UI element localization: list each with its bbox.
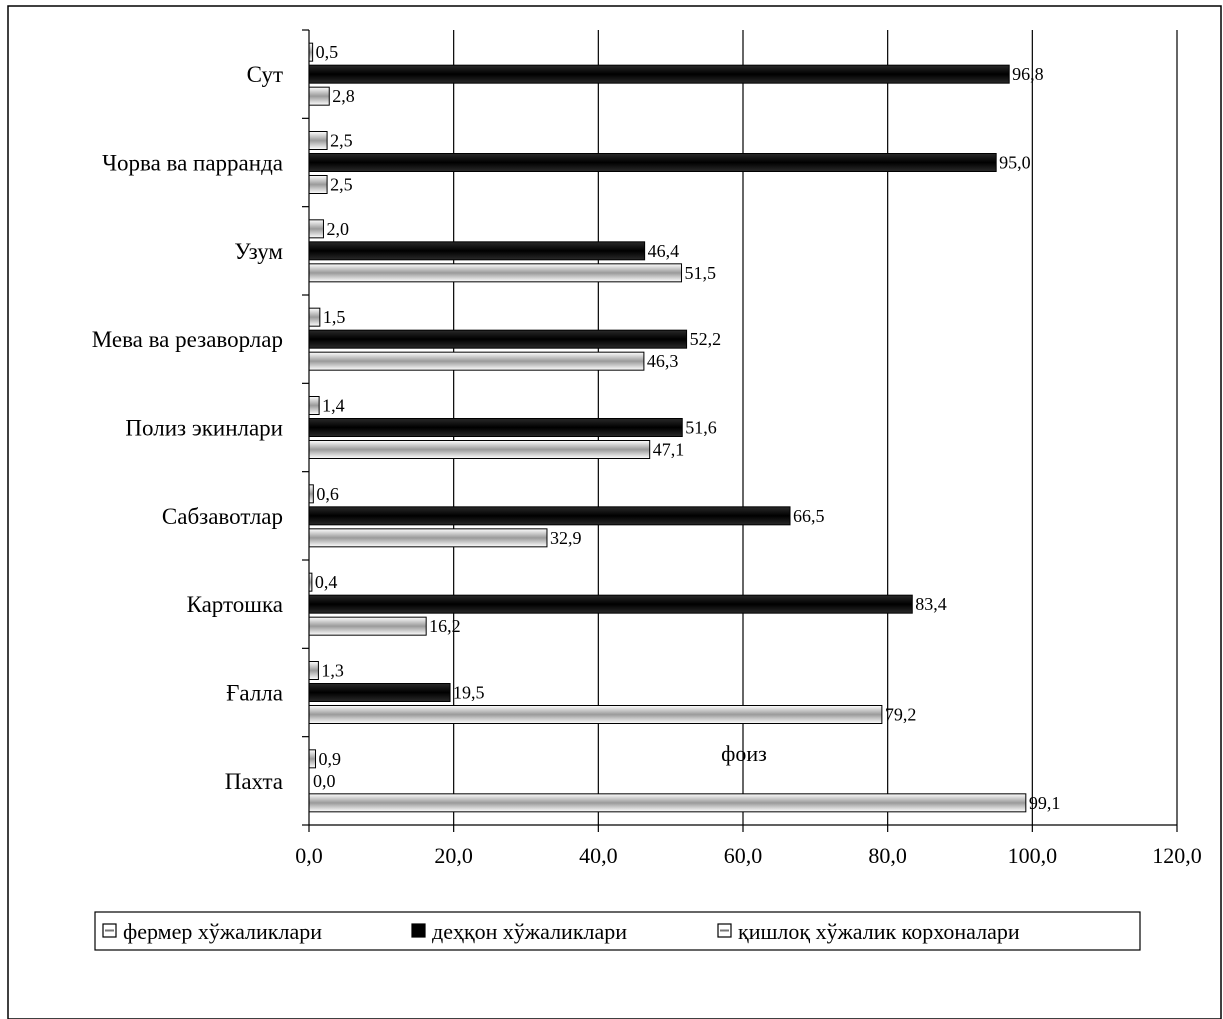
- data-label: 0,9: [319, 749, 342, 769]
- data-label: 2,5: [330, 175, 353, 195]
- x-tick-label: 60,0: [724, 843, 763, 868]
- data-label: 96,8: [1012, 64, 1044, 84]
- legend-label: деҳқон хўжаликлари: [432, 919, 627, 944]
- bar: [308, 661, 319, 680]
- x-tick-label: 20,0: [434, 843, 473, 868]
- bar: [308, 749, 317, 769]
- data-label: 51,5: [685, 263, 717, 283]
- data-label: 1,4: [322, 396, 345, 416]
- x-tick-label: 80,0: [868, 843, 907, 868]
- category-label: Чорва ва парранда: [102, 151, 283, 176]
- data-label: 1,3: [321, 661, 344, 681]
- category-label: Сут: [247, 62, 283, 87]
- category-label: Картошка: [187, 592, 283, 617]
- bar: [308, 418, 683, 437]
- data-label: 2,8: [332, 86, 355, 106]
- data-label: 0,4: [315, 572, 338, 592]
- data-label: 19,5: [453, 683, 485, 703]
- bar: [308, 705, 883, 724]
- data-label: 0,0: [313, 771, 336, 791]
- x-tick-label: 120,0: [1152, 843, 1202, 868]
- data-label: 16,2: [429, 616, 461, 636]
- axes: [302, 29, 1178, 832]
- category-label: Ғалла: [226, 681, 283, 706]
- x-tick-label: 0,0: [295, 843, 323, 868]
- labels: 0,0 20,0 40,0 60,0 80,0 100,0 120,0Пахта0,90,0…: [92, 42, 1202, 868]
- bar: [308, 616, 427, 636]
- x-tick-label: 100,0: [1008, 843, 1058, 868]
- bar: [308, 86, 330, 106]
- category-label: Сабзавотлар: [162, 504, 283, 529]
- data-label: 0,5: [316, 42, 339, 62]
- bar: [308, 440, 651, 459]
- legend-label: қишлоқ хўжалик корхоналари: [738, 919, 1020, 944]
- data-label: 1,5: [323, 307, 346, 327]
- legend-label: фермер хўжаликлари: [123, 919, 322, 944]
- bar: [308, 351, 645, 371]
- bar: [308, 263, 683, 283]
- data-label: 79,2: [885, 705, 917, 725]
- data-label: 51,6: [685, 418, 717, 438]
- data-label: 83,4: [915, 594, 947, 614]
- data-label: 2,5: [330, 131, 353, 151]
- data-label: 46,4: [648, 241, 680, 261]
- data-label: 95,0: [999, 153, 1031, 173]
- bar: [308, 683, 451, 702]
- bar: [308, 307, 321, 327]
- bar: [308, 396, 320, 415]
- bar: [308, 131, 328, 150]
- data-label: 0,6: [316, 484, 339, 504]
- legend-box: [94, 911, 1141, 951]
- bar: [308, 219, 324, 239]
- bar: [308, 175, 328, 194]
- data-label: 46,3: [647, 351, 679, 371]
- legend-swatch: [411, 923, 426, 938]
- data-label: 47,1: [653, 440, 685, 460]
- bar: [308, 594, 913, 614]
- x-axis-title: фоиз: [721, 741, 767, 766]
- category-label: Пахта: [225, 769, 283, 794]
- legend: фермер хўжаликлари деҳқон хўжаликлари қишл…: [94, 911, 1141, 951]
- data-label: 66,5: [793, 506, 825, 526]
- bar: [308, 64, 1010, 84]
- category-label: Полиз экинлари: [125, 416, 283, 441]
- bar: [308, 153, 997, 172]
- data-label: 32,9: [550, 528, 582, 548]
- bar: [308, 793, 1027, 813]
- bar: [308, 241, 646, 261]
- category-label: Мева ва резаворлар: [92, 327, 283, 352]
- data-label: 2,0: [326, 219, 349, 239]
- bar: [308, 329, 688, 349]
- bar: [308, 528, 548, 548]
- bar: [308, 506, 791, 526]
- data-label: 99,1: [1029, 793, 1061, 813]
- data-label: 52,2: [690, 329, 722, 349]
- category-label: Узум: [234, 239, 283, 264]
- bar: [308, 484, 314, 504]
- x-tick-label: 40,0: [579, 843, 618, 868]
